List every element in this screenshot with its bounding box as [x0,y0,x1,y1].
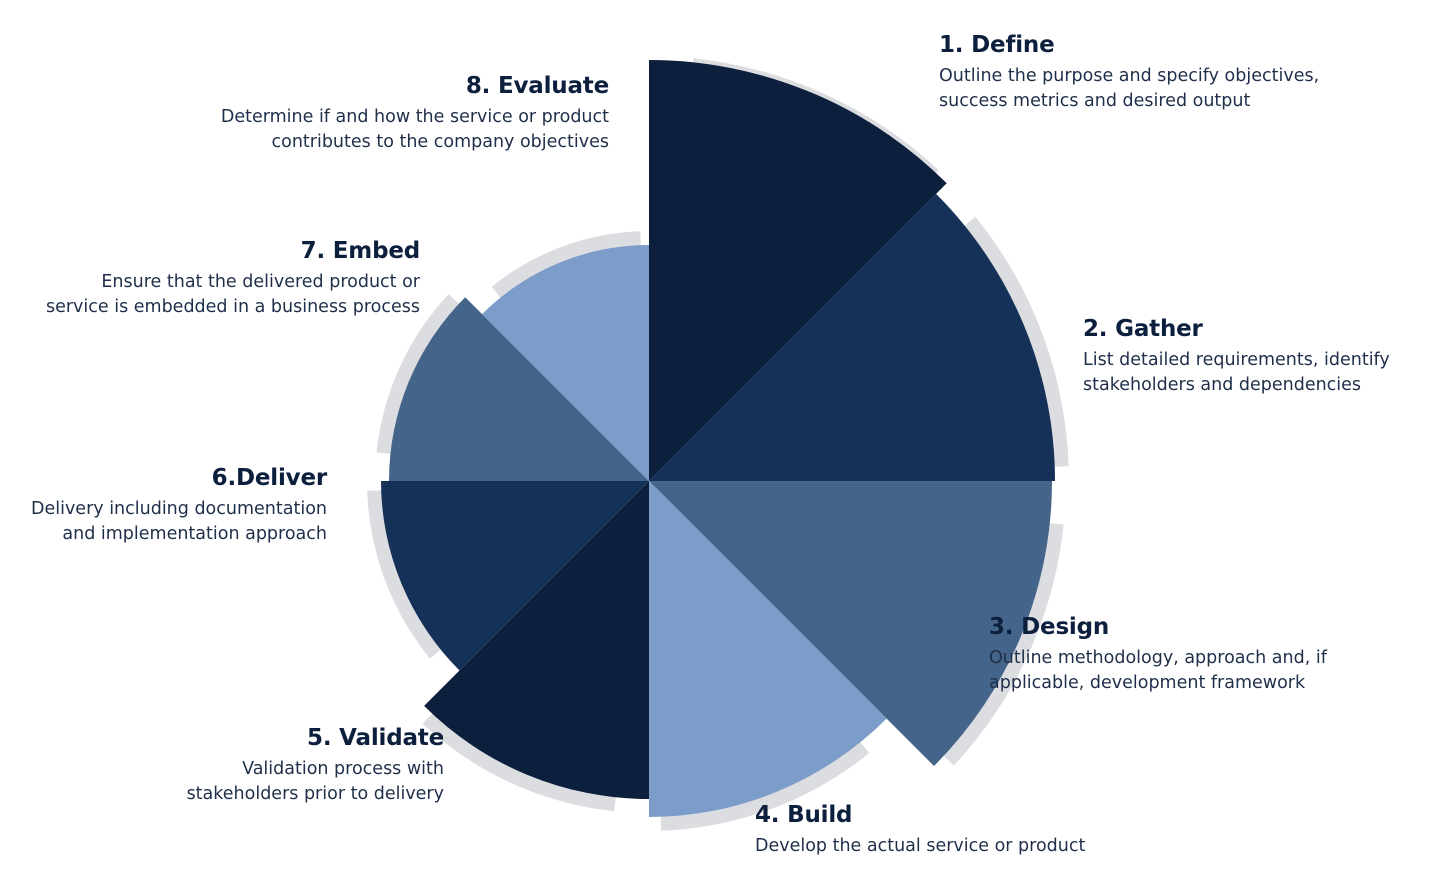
step-validate-description: Validation process with stakeholders pri… [186,759,444,804]
step-gather-title: 2. Gather [1083,316,1203,342]
step-design: 3. Design Outline methodology, approach … [989,614,1327,696]
step-deliver-title: 6.Deliver [211,465,328,491]
step-embed: 7. Embed Ensure that the delivered produ… [46,238,420,320]
step-evaluate-title: 8. Evaluate [465,73,609,99]
sector-design [649,481,1052,766]
step-define-title: 1. Define [939,32,1055,58]
step-build: 4. Build Develop the actual service or p… [755,802,1085,859]
sector-embed [389,297,649,481]
step-build-title: 4. Build [755,802,853,828]
sector-define [649,60,947,481]
step-embed-title: 7. Embed [300,238,421,264]
step-validate-title: 5. Validate [307,725,444,751]
sector-validate [424,481,649,799]
sector-gather [649,193,1055,481]
step-design-description: Outline methodology, approach and, if ap… [989,648,1327,693]
step-validate: 5. Validate Validation process with stak… [186,725,445,807]
step-define-description: Outline the purpose and specify objectiv… [939,66,1320,111]
step-build-description: Develop the actual service or product [755,836,1086,856]
step-evaluate-description: Determine if and how the service or prod… [220,107,609,152]
step-design-title: 3. Design [989,614,1110,640]
wheel-sectors [381,60,1055,817]
sector-evaluate [482,244,649,481]
step-embed-description: Ensure that the delivered product or ser… [45,272,420,317]
step-gather: 2. Gather List detailed requirements, id… [1083,316,1390,398]
step-deliver-description: Delivery including documentation and imp… [30,499,327,544]
step-deliver: 6.Deliver Delivery including documentati… [31,465,327,547]
step-evaluate: 8. Evaluate Determine if and how the ser… [221,73,609,155]
sector-deliver [381,481,649,671]
step-define: 1. Define Outline the purpose and specif… [939,32,1319,114]
step-gather-description: List detailed requirements, identify sta… [1083,350,1390,395]
sector-build [649,481,887,817]
